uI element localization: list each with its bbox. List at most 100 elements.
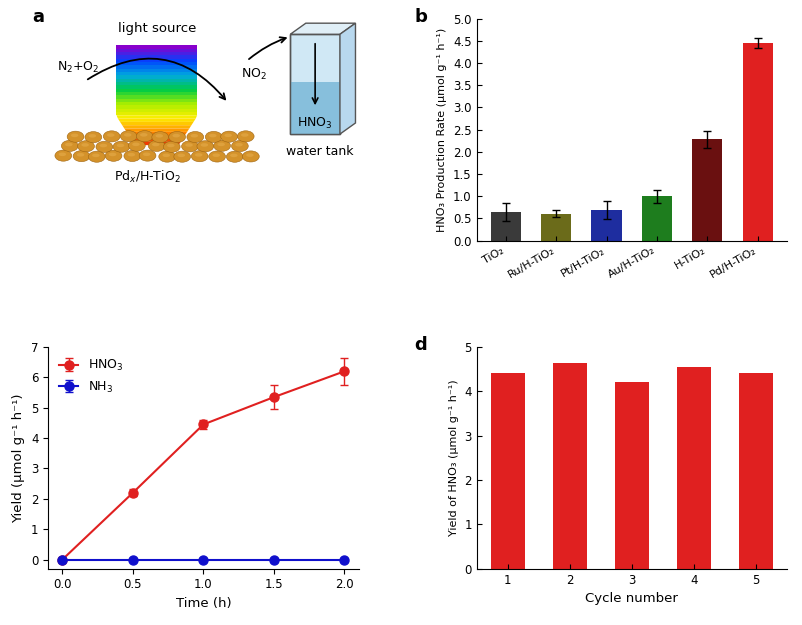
Text: water tank: water tank — [286, 145, 353, 158]
Ellipse shape — [73, 151, 90, 162]
Text: b: b — [414, 8, 427, 26]
Polygon shape — [128, 135, 184, 139]
Polygon shape — [131, 139, 183, 142]
Polygon shape — [116, 105, 197, 109]
Bar — [691, 139, 722, 241]
Y-axis label: Yield (μmol g⁻¹ h⁻¹): Yield (μmol g⁻¹ h⁻¹) — [12, 393, 26, 522]
Ellipse shape — [116, 144, 124, 147]
Polygon shape — [124, 129, 189, 132]
Ellipse shape — [128, 140, 145, 151]
Ellipse shape — [237, 131, 253, 142]
Ellipse shape — [140, 133, 148, 137]
Ellipse shape — [143, 152, 150, 156]
Polygon shape — [116, 112, 197, 115]
Ellipse shape — [163, 141, 180, 152]
Ellipse shape — [103, 131, 120, 142]
Polygon shape — [120, 122, 193, 125]
Bar — [676, 367, 710, 569]
Ellipse shape — [181, 141, 198, 152]
Bar — [490, 212, 520, 241]
Polygon shape — [127, 132, 187, 135]
Polygon shape — [116, 99, 197, 102]
X-axis label: Cycle number: Cycle number — [585, 592, 678, 605]
Polygon shape — [116, 56, 197, 59]
Ellipse shape — [113, 141, 130, 152]
Polygon shape — [116, 89, 197, 92]
Polygon shape — [116, 49, 197, 52]
Ellipse shape — [231, 141, 248, 152]
Ellipse shape — [152, 142, 160, 146]
Ellipse shape — [156, 134, 163, 138]
Bar — [591, 211, 621, 241]
Bar — [490, 372, 524, 569]
Text: N$_2$+O$_2$: N$_2$+O$_2$ — [58, 60, 99, 75]
Ellipse shape — [124, 133, 132, 137]
Ellipse shape — [162, 154, 170, 157]
Ellipse shape — [96, 141, 112, 152]
Ellipse shape — [128, 153, 135, 156]
Ellipse shape — [78, 141, 95, 152]
Polygon shape — [116, 62, 197, 66]
Ellipse shape — [172, 134, 180, 138]
Ellipse shape — [209, 134, 217, 138]
Ellipse shape — [99, 144, 107, 148]
Polygon shape — [116, 72, 197, 75]
Ellipse shape — [205, 131, 222, 142]
Ellipse shape — [55, 150, 71, 161]
Ellipse shape — [71, 134, 79, 137]
Polygon shape — [116, 92, 197, 95]
Ellipse shape — [77, 153, 84, 157]
Ellipse shape — [148, 141, 165, 151]
Polygon shape — [116, 79, 197, 82]
Polygon shape — [116, 46, 197, 49]
Ellipse shape — [61, 141, 78, 151]
Polygon shape — [118, 119, 196, 122]
Ellipse shape — [124, 151, 140, 161]
Ellipse shape — [81, 143, 89, 147]
Ellipse shape — [159, 151, 176, 162]
Polygon shape — [116, 66, 197, 69]
Ellipse shape — [88, 151, 105, 162]
Ellipse shape — [235, 143, 242, 146]
Ellipse shape — [177, 154, 184, 157]
Ellipse shape — [187, 131, 204, 142]
Text: HNO$_3$: HNO$_3$ — [297, 116, 333, 131]
Ellipse shape — [92, 154, 99, 157]
Bar — [738, 372, 772, 569]
Ellipse shape — [226, 151, 243, 162]
Ellipse shape — [195, 153, 202, 157]
Ellipse shape — [168, 131, 185, 142]
Polygon shape — [290, 23, 355, 34]
Bar — [614, 382, 648, 569]
Ellipse shape — [196, 141, 213, 152]
Ellipse shape — [132, 142, 140, 146]
Polygon shape — [116, 52, 197, 56]
Ellipse shape — [88, 134, 96, 138]
Ellipse shape — [242, 151, 259, 162]
FancyBboxPatch shape — [290, 82, 339, 134]
Ellipse shape — [221, 131, 237, 142]
Polygon shape — [116, 95, 197, 99]
Ellipse shape — [67, 131, 83, 142]
Legend: HNO$_3$, NH$_3$: HNO$_3$, NH$_3$ — [55, 353, 128, 399]
Polygon shape — [116, 109, 197, 112]
Bar — [641, 196, 671, 241]
Ellipse shape — [209, 151, 225, 162]
Ellipse shape — [241, 133, 249, 137]
Polygon shape — [116, 59, 197, 62]
Bar — [552, 362, 586, 569]
Ellipse shape — [191, 151, 208, 162]
Bar — [541, 214, 570, 241]
FancyBboxPatch shape — [290, 34, 339, 134]
Ellipse shape — [107, 133, 115, 137]
Text: NO$_2$: NO$_2$ — [241, 67, 266, 82]
Y-axis label: HNO₃ Production Rate (μmol g⁻¹ h⁻¹): HNO₃ Production Rate (μmol g⁻¹ h⁻¹) — [437, 28, 447, 232]
Text: Pd$_x$/H-TiO$_2$: Pd$_x$/H-TiO$_2$ — [114, 169, 180, 184]
Text: a: a — [33, 8, 45, 26]
Ellipse shape — [65, 142, 72, 146]
Polygon shape — [116, 102, 197, 105]
Ellipse shape — [105, 150, 122, 161]
Polygon shape — [116, 115, 197, 119]
Polygon shape — [116, 69, 197, 72]
X-axis label: Time (h): Time (h) — [176, 597, 231, 610]
